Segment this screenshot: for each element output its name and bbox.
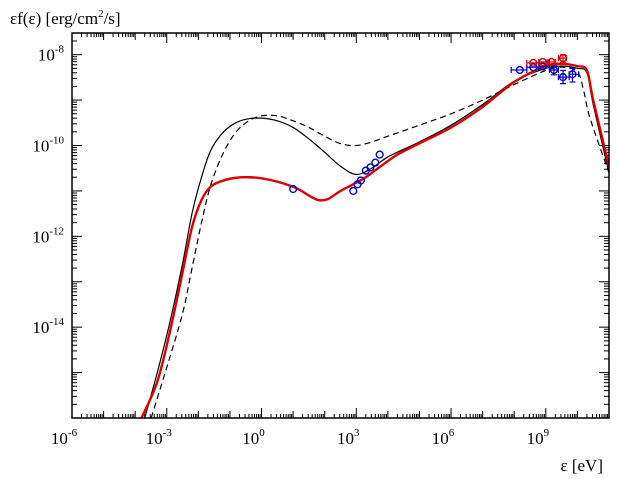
blue-data-point: [366, 163, 375, 172]
x-tick-label: 100: [242, 427, 265, 448]
observation-points: [289, 54, 580, 196]
axis-ticks: [71, 32, 610, 419]
x-tick-label-exponent: 9: [544, 427, 550, 439]
y-tick-label-exponent: -8: [55, 44, 65, 56]
y-tick-label-base: 10: [32, 318, 49, 337]
x-tick-label: 103: [337, 427, 360, 448]
y-axis-title-unit: /s]: [104, 9, 121, 28]
x-tick-label-exponent: 0: [259, 427, 265, 439]
y-tick-label: 10-12: [32, 225, 64, 246]
x-axis-title: ε [eV]: [560, 456, 603, 475]
x-tick-label: 10-3: [146, 427, 173, 448]
y-tick-label: 10-14: [32, 316, 64, 337]
y-tick-label-base: 10: [32, 227, 49, 246]
y-tick-label-exponent: -10: [49, 135, 64, 147]
y-tick-label: 10-10: [32, 135, 64, 156]
x-tick-label-exponent: -3: [163, 427, 173, 439]
blue-data-point: [289, 184, 298, 194]
blue-data-point: [349, 186, 358, 196]
series-layer: [140, 62, 609, 418]
blue-data-point: [356, 176, 366, 185]
y-axis-title-superscript: 2: [98, 8, 104, 20]
blue-data-point: [568, 67, 580, 83]
x-tick-label-exponent: 6: [449, 427, 455, 439]
blue-data-point: [557, 69, 570, 85]
y-tick-label-exponent: -14: [49, 316, 64, 328]
red-data-point: [546, 57, 556, 67]
series-black-dashed: [150, 66, 609, 418]
red-data-point: [557, 54, 568, 63]
x-tick-label: 10-6: [51, 427, 78, 448]
red-data-point: [526, 58, 540, 67]
y-tick-label: 10-8: [38, 44, 65, 65]
y-axis-title-main: εf(ε) [erg/cm: [10, 9, 98, 28]
x-tick-label: 109: [527, 427, 550, 448]
blue-data-point: [510, 65, 528, 75]
blue-data-point: [371, 158, 380, 167]
x-tick-label-base: 10: [527, 429, 544, 448]
x-tick-label-base: 10: [337, 429, 354, 448]
x-tick-label-exponent: -6: [68, 427, 78, 439]
x-tick-label-base: 10: [242, 429, 259, 448]
x-tick-label-base: 10: [51, 429, 68, 448]
y-tick-label-exponent: -12: [49, 225, 64, 237]
blue-data-point: [375, 150, 384, 159]
y-tick-label-base: 10: [38, 46, 55, 65]
series-red-thick: [140, 62, 609, 418]
x-tick-label-base: 10: [146, 429, 163, 448]
y-tick-label-base: 10: [32, 137, 49, 156]
plot-frame: [71, 32, 610, 419]
x-tick-label-base: 10: [432, 429, 449, 448]
series-black-solid: [144, 65, 609, 418]
y-axis-title: εf(ε) [erg/cm2/s]: [10, 8, 121, 28]
x-tick-label-exponent: 3: [354, 427, 360, 439]
x-tick-label: 106: [432, 427, 455, 448]
